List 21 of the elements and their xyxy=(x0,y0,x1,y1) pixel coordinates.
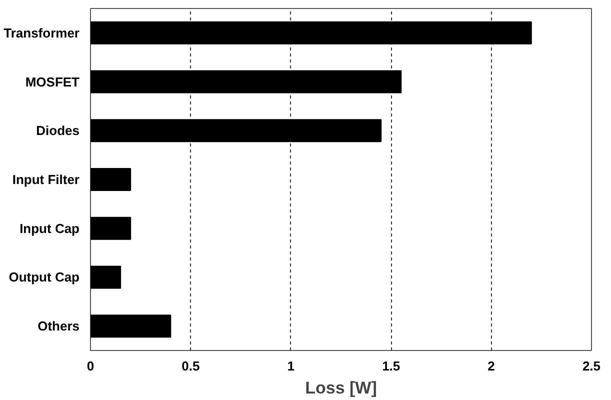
y-tick-label: Input Filter xyxy=(12,172,80,187)
bar xyxy=(90,314,172,338)
bar xyxy=(90,216,132,240)
y-tick-label: MOSFET xyxy=(25,74,80,90)
x-tick-label: 0.5 xyxy=(182,358,200,374)
x-tick-label: 1.5 xyxy=(382,358,400,374)
bar xyxy=(90,266,122,289)
x-tick-label: 2 xyxy=(488,358,495,374)
bar xyxy=(90,70,402,94)
x-tick-label: 1 xyxy=(287,358,295,374)
x-tick-label: 0 xyxy=(86,358,94,374)
y-tick-label: Diodes xyxy=(36,123,80,138)
y-tick-label: Transformer xyxy=(4,25,80,40)
y-tick-label: Others xyxy=(38,318,80,334)
bar xyxy=(90,168,132,191)
bar xyxy=(90,21,532,44)
x-tick-label: 2.5 xyxy=(582,358,601,374)
y-tick-label: Output Cap xyxy=(8,270,80,285)
x-axis-title: Loss [W] xyxy=(305,378,377,398)
y-tick-label: Input Cap xyxy=(20,220,80,236)
bar xyxy=(90,119,382,142)
